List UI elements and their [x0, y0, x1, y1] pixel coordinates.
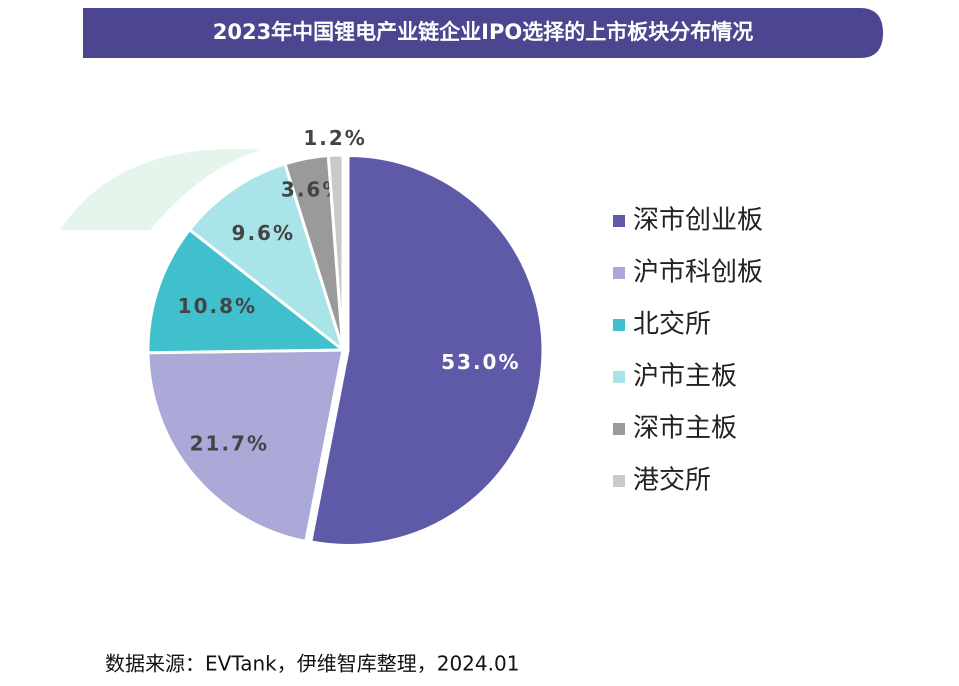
pie-slice [309, 153, 545, 547]
legend-swatch [613, 475, 625, 487]
legend-label: 港交所 [633, 466, 711, 496]
data-label: 9.6% [232, 221, 295, 245]
legend-label: 沪市主板 [633, 362, 737, 392]
legend-swatch [613, 267, 625, 279]
data-label: 1.2% [303, 126, 366, 150]
legend-label: 北交所 [633, 310, 711, 340]
title-banner [83, 8, 883, 58]
chart-title: 2023年中国锂电产业链企业IPO选择的上市板块分布情况 [213, 20, 754, 44]
legend-swatch [613, 215, 625, 227]
data-label: 53.0% [441, 350, 520, 374]
legend-label: 深市创业板 [633, 206, 763, 236]
pie-slice [326, 153, 345, 351]
pie-slice [146, 348, 345, 544]
legend-label: 深市主板 [633, 414, 737, 444]
pie-slice [187, 161, 346, 355]
data-label: 10.8% [178, 294, 257, 318]
data-label: 21.7% [190, 432, 269, 456]
source-note: 数据来源：EVTank，伊维智库整理，2024.01 [105, 652, 519, 676]
legend-swatch [613, 371, 625, 383]
legend-swatch [613, 423, 625, 435]
watermark-shape [60, 149, 260, 230]
legend-swatch [613, 319, 625, 331]
legend-label: 沪市科创板 [633, 258, 763, 288]
pie-slice [146, 227, 348, 355]
